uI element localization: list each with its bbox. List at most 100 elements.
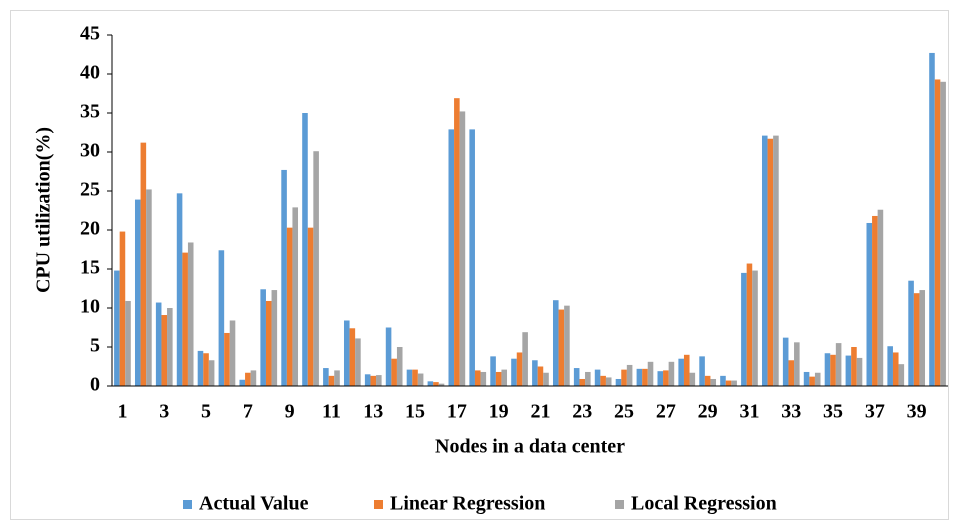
bar <box>913 293 920 386</box>
bar <box>657 371 664 386</box>
x-tick-label: 29 <box>698 401 718 423</box>
bar <box>391 358 397 386</box>
bar <box>814 372 821 386</box>
bar <box>328 375 335 386</box>
bar <box>490 356 496 386</box>
x-tick-label: 31 <box>739 401 759 423</box>
bar <box>203 353 209 386</box>
bar <box>349 328 356 386</box>
bar <box>594 369 601 386</box>
bar <box>731 380 737 386</box>
bar <box>803 371 810 386</box>
bar <box>773 135 779 386</box>
x-tick-label: 39 <box>907 401 927 423</box>
bar <box>208 360 215 386</box>
x-tick-label: 21 <box>530 401 550 423</box>
x-tick-label: 37 <box>865 401 885 423</box>
y-tick-label: 45 <box>80 23 100 45</box>
bar <box>543 372 549 386</box>
x-tick-label: 1 <box>117 401 127 423</box>
bar <box>856 357 863 386</box>
bar <box>396 347 403 386</box>
bar <box>710 378 717 386</box>
bar <box>364 374 371 386</box>
y-tick-label: 25 <box>80 179 100 201</box>
bar <box>114 270 120 386</box>
bar <box>313 151 319 386</box>
bar <box>887 346 893 386</box>
bar <box>573 368 580 386</box>
bar <box>668 361 675 386</box>
bar <box>197 350 204 386</box>
y-tick-label: 15 <box>80 257 100 279</box>
bar <box>552 300 559 386</box>
bar <box>522 332 528 386</box>
bar <box>438 383 445 386</box>
bar <box>579 378 586 386</box>
bar <box>683 354 690 386</box>
x-tick-label: 9 <box>285 401 295 423</box>
bar <box>218 250 225 386</box>
bar <box>224 332 230 386</box>
bar <box>919 290 926 386</box>
bar <box>605 377 612 386</box>
bar <box>782 337 789 386</box>
bar <box>370 375 377 386</box>
bar <box>647 361 654 386</box>
bar <box>908 280 914 386</box>
bar <box>302 113 308 386</box>
bar <box>412 369 418 386</box>
bar <box>406 369 413 386</box>
bar <box>355 338 361 386</box>
bar <box>343 320 350 386</box>
bar <box>480 371 487 386</box>
bar <box>182 252 188 386</box>
bar <box>642 368 648 386</box>
legend-label: Local Regression <box>631 493 777 515</box>
bar <box>704 375 711 386</box>
bar <box>720 375 726 386</box>
bar <box>427 381 434 386</box>
bar <box>119 231 126 386</box>
y-axis-label: CPU utilization(%) <box>33 127 55 293</box>
bar <box>167 308 173 386</box>
bar <box>877 209 884 386</box>
bar <box>600 375 606 386</box>
bar <box>495 371 502 386</box>
bar <box>851 347 857 386</box>
bar <box>678 358 684 386</box>
x-tick-label: 7 <box>243 401 253 423</box>
bar <box>824 353 831 386</box>
bar <box>830 354 836 386</box>
legend-swatch <box>183 500 192 509</box>
bar <box>125 300 131 386</box>
bar <box>229 320 236 386</box>
bar <box>323 368 329 386</box>
x-tick-label: 27 <box>656 401 676 423</box>
x-tick-label: 11 <box>322 401 341 423</box>
x-tick-label: 33 <box>781 401 801 423</box>
bar <box>245 372 251 386</box>
x-tick-label: 17 <box>447 401 467 423</box>
bar <box>433 382 439 386</box>
bar <box>292 207 299 386</box>
bar <box>516 352 523 386</box>
bar <box>699 356 705 386</box>
bar <box>892 352 899 386</box>
legend-swatch <box>374 500 383 509</box>
bar <box>564 305 570 386</box>
bar <box>385 327 392 386</box>
x-tick-label: 5 <box>201 401 211 423</box>
bar <box>585 371 591 386</box>
bar <box>469 129 475 386</box>
x-tick-label: 23 <box>572 401 592 423</box>
x-tick-label: 13 <box>363 401 383 423</box>
y-tick-label: 35 <box>80 101 100 123</box>
bar <box>898 364 905 386</box>
bar <box>155 302 162 386</box>
bar <box>752 270 758 386</box>
bar <box>532 360 538 386</box>
bar <box>417 373 424 386</box>
bar <box>761 135 768 386</box>
